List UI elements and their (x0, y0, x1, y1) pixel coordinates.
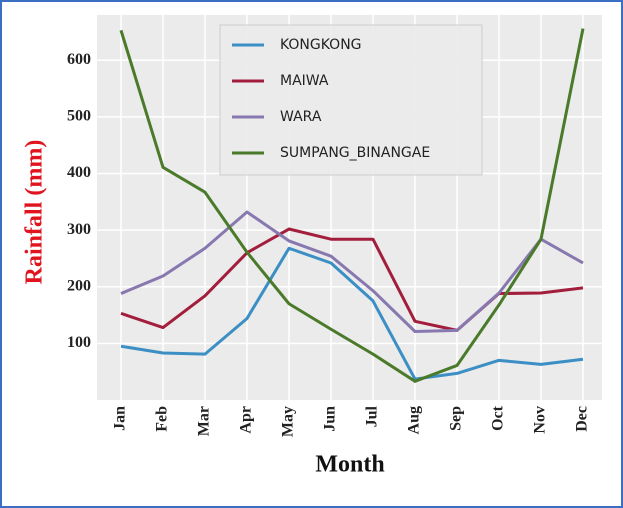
y-tick-label: 400 (67, 164, 91, 181)
x-tick-label: May (280, 406, 297, 437)
y-tick-label: 500 (67, 108, 91, 125)
x-tick-label: Mar (196, 406, 213, 436)
legend-label: KONGKONG (280, 37, 362, 53)
legend-label: SUMPANG_BINANGAE (280, 145, 430, 161)
y-axis-label: Rainfall (mm) (22, 140, 48, 285)
x-tick-label: Aug (406, 406, 423, 434)
legend-label: WARA (280, 109, 322, 125)
x-tick-label: Dec (574, 406, 591, 432)
x-tick-label: Nov (532, 406, 549, 434)
x-tick-label: Apr (238, 406, 255, 434)
y-tick-label: 600 (67, 51, 91, 68)
y-tick-label: 100 (67, 334, 91, 351)
x-tick-label: Jun (322, 406, 339, 432)
line-series (120, 246, 584, 381)
y-tick-label: 300 (67, 221, 91, 238)
x-axis-label: Month (315, 452, 384, 478)
x-tick-label: Feb (154, 406, 171, 432)
line-series (120, 210, 584, 333)
x-tick-label: Jul (364, 405, 381, 427)
x-tick-label: Sep (448, 406, 465, 431)
legend-label: MAIWA (280, 73, 329, 89)
line-series (119, 28, 585, 383)
legend-box (219, 24, 483, 176)
x-tick-label: Jan (112, 406, 129, 431)
x-tick-label: Oct (490, 405, 507, 431)
y-tick-label: 200 (67, 277, 91, 294)
